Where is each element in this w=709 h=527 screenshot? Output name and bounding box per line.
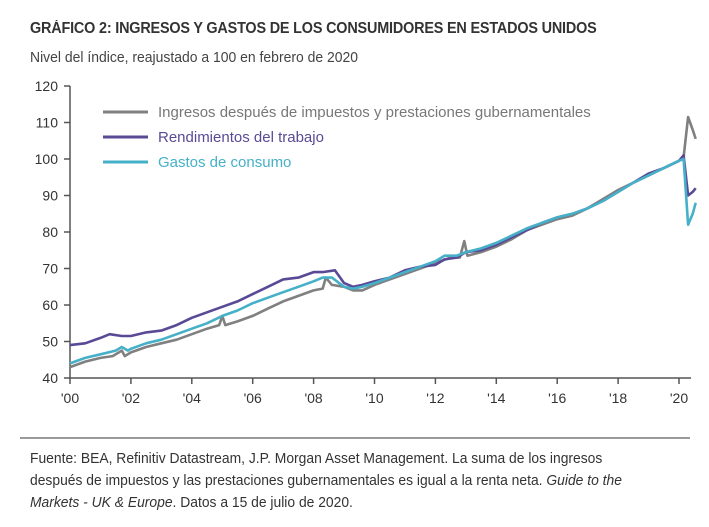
legend-label-0: Ingresos después de impuestos y prestaci… [158, 104, 591, 121]
series-lines [69, 115, 697, 369]
chart-title: GRÁFICO 2: INGRESOS Y GASTOS DE LOS CONS… [30, 20, 597, 37]
line-chart: 40 50 60 70 80 90 100 110 120 '00 '02 '04 '06 '08 '10 '… [35, 78, 697, 406]
x-tick-label: '20 [670, 390, 688, 406]
x-tick-label: '06 [244, 390, 262, 406]
x-tick-label: '14 [487, 390, 505, 406]
y-tick-label: 50 [42, 334, 58, 350]
chart-subtitle: Nivel del índice, reajustado a 100 en fe… [30, 49, 359, 66]
y-tick-label: 90 [42, 188, 58, 204]
y-tick-label: 110 [36, 115, 59, 131]
legend-label-1: Rendimientos del trabajo [158, 129, 324, 146]
series-line-0 [69, 115, 697, 369]
legend-label-2: Gastos de consumo [158, 154, 291, 171]
y-tick-label: 80 [42, 224, 58, 240]
footnote: Fuente: BEA, Refinitiv Datastream, J.P. … [30, 448, 657, 514]
x-tick-label: '12 [426, 390, 444, 406]
x-tick-label: '00 [61, 390, 79, 406]
x-tick-label: '08 [304, 390, 322, 406]
x-tick-label: '02 [122, 390, 140, 406]
divider [20, 437, 690, 439]
legend: Ingresos después de impuestos y prestaci… [103, 104, 591, 171]
series-line-2 [69, 157, 697, 365]
x-tick-label: '10 [365, 390, 383, 406]
footnote-publication: Guide to the Markets - UK & Europe [30, 473, 622, 511]
x-tick-label: '04 [183, 390, 201, 406]
y-tick-label: 70 [42, 261, 58, 277]
footnote-source: Fuente: BEA, Refinitiv Datastream, J.P. … [30, 451, 603, 489]
axes: 40 50 60 70 80 90 100 110 120 '00 '02 '04 '06 '08 '10 '… [35, 78, 691, 406]
y-tick-label: 60 [42, 297, 58, 313]
footnote-date: . Datos a 15 de julio de 2020. [172, 495, 353, 511]
x-tick-label: '18 [609, 390, 627, 406]
x-tick-label: '16 [548, 390, 566, 406]
y-tick-label: 100 [35, 151, 59, 167]
y-tick-label: 120 [35, 78, 59, 94]
y-tick-label: 40 [42, 370, 58, 386]
series-line-1 [69, 154, 697, 347]
